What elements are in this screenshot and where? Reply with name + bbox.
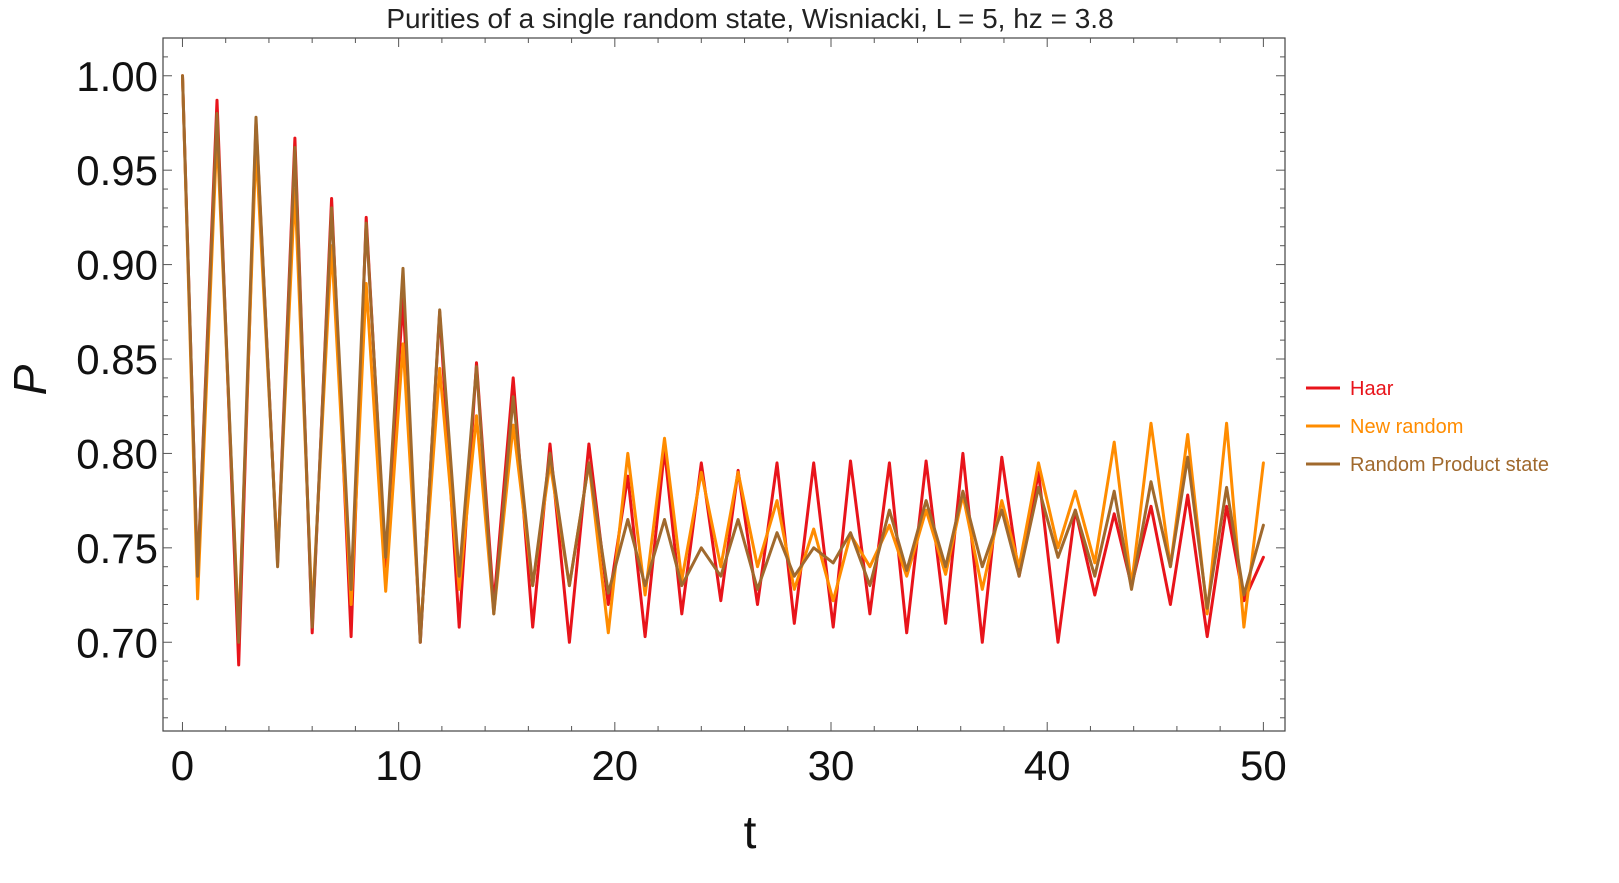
legend-label: Haar	[1350, 378, 1394, 400]
series-line	[181, 74, 1265, 667]
x-tick-label: 20	[591, 742, 638, 789]
y-tick-label: 1.00	[76, 53, 158, 100]
series-line	[181, 74, 1265, 644]
y-axis-ticks: 0.70 0.75 0.80 0.85 0.90 0.95 1.00	[76, 53, 1285, 719]
legend: Haar New random Random Product state	[1306, 378, 1549, 476]
x-tick-label: 0	[171, 742, 194, 789]
y-tick-label: 0.80	[76, 430, 158, 477]
y-axis-label: P	[4, 364, 56, 395]
y-tick-label: 0.95	[76, 147, 158, 194]
x-axis-label: t	[744, 806, 757, 858]
legend-label: New random	[1350, 416, 1463, 438]
y-tick-label: 0.85	[76, 336, 158, 383]
plot-frame-group	[162, 37, 1286, 732]
x-axis-ticks: 0 10 20 30 40 50	[171, 38, 1287, 789]
y-tick-label: 0.70	[76, 619, 158, 666]
x-tick-label: 40	[1024, 742, 1071, 789]
series-line	[181, 74, 1265, 635]
plot-frame	[162, 37, 1286, 732]
x-tick-label: 30	[808, 742, 855, 789]
y-tick-label: 0.90	[76, 242, 158, 289]
x-tick-label: 50	[1240, 742, 1287, 789]
y-tick-label: 0.75	[76, 525, 158, 572]
series-lines	[181, 74, 1265, 667]
legend-label: Random Product state	[1350, 454, 1549, 476]
chart-title: Purities of a single random state, Wisni…	[386, 3, 1113, 34]
x-tick-label: 10	[375, 742, 422, 789]
